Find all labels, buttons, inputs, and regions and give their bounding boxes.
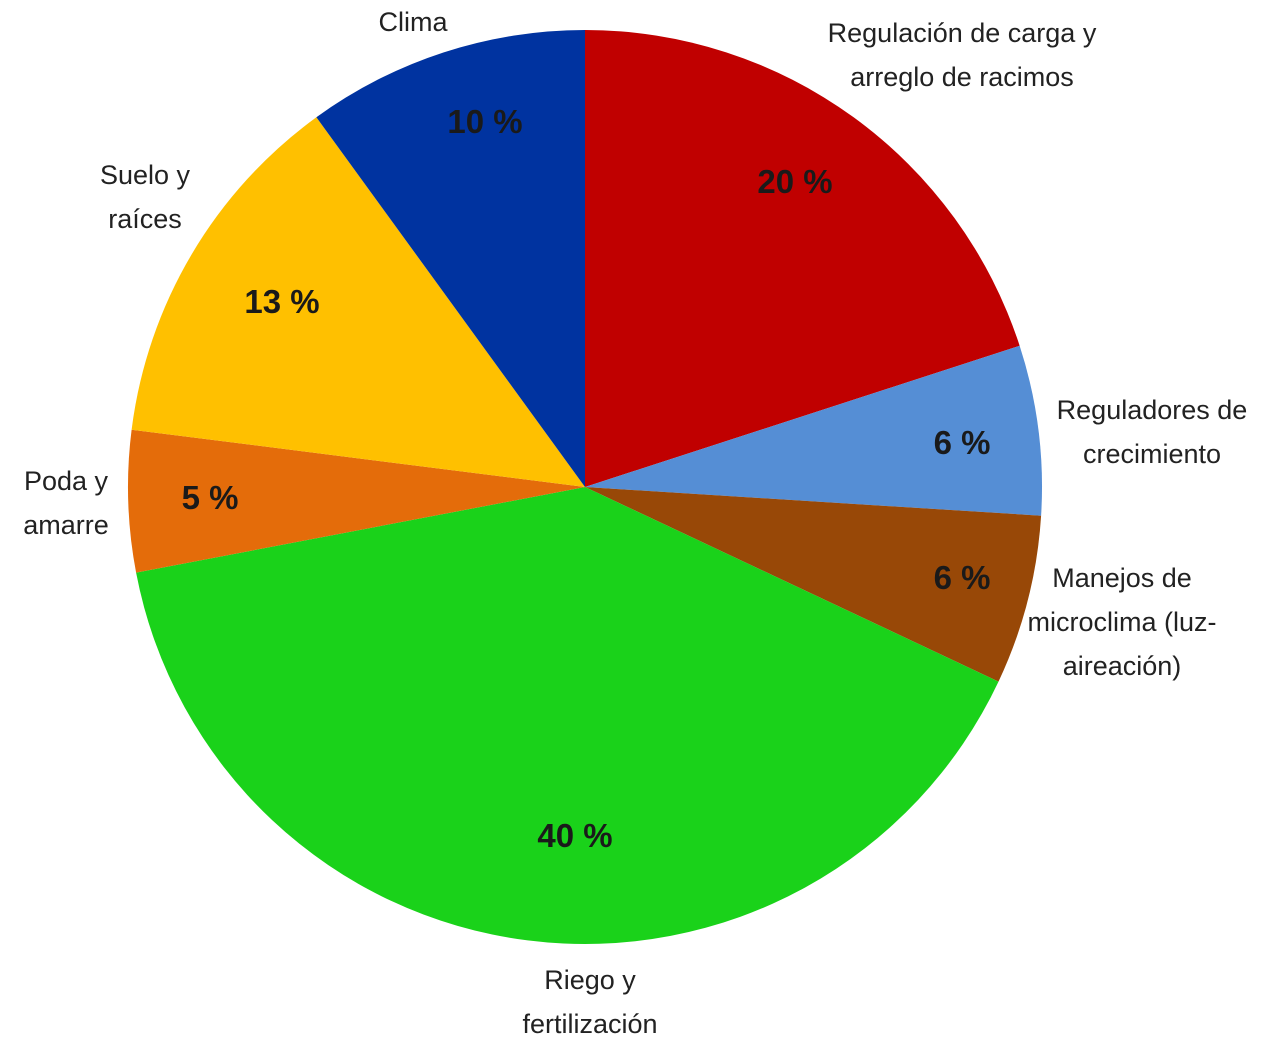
slice xyxy=(585,345,1043,516)
value-label: 6 % xyxy=(933,559,991,596)
slice xyxy=(131,117,585,487)
category-label: Suelo y raíces xyxy=(99,160,191,234)
slice xyxy=(127,429,585,573)
slice xyxy=(585,487,1042,682)
category-label: Riego y fertilización xyxy=(522,965,658,1039)
category-label: Manejos de microclima (luz-aireación) xyxy=(1027,563,1217,681)
slice xyxy=(585,30,1020,487)
value-label: 5 % xyxy=(181,479,239,516)
value-label: 6 % xyxy=(933,424,991,461)
category-label: Poda y amarre xyxy=(23,466,109,540)
category-label: Regulación de carga y arreglo de racimos xyxy=(827,18,1097,92)
slice xyxy=(136,487,999,944)
value-label: 20 % xyxy=(757,163,833,200)
value-label: 40 % xyxy=(537,817,613,854)
category-label: Clima xyxy=(378,7,448,37)
value-label: 13 % xyxy=(244,283,320,320)
category-label: Reguladores de crecimiento xyxy=(1056,395,1248,469)
slice xyxy=(316,30,585,487)
value-label: 10 % xyxy=(447,103,523,140)
